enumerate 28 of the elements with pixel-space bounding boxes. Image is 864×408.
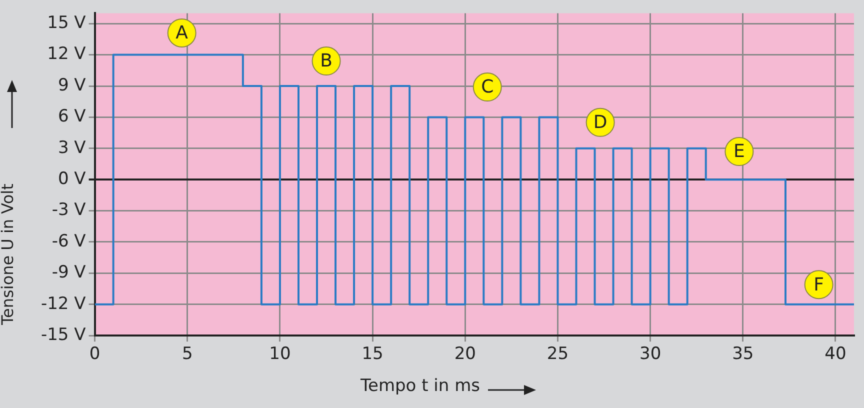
y-tick-label: 3 V	[58, 138, 86, 158]
y-tick-label: -12 V	[40, 294, 86, 314]
annotation: F	[814, 274, 824, 296]
y-tick-label: 15 V	[47, 13, 86, 34]
x-tick-label: 10	[269, 344, 291, 364]
y-tick-label: 9 V	[58, 75, 86, 96]
x-axis-title: Tempo t in ms	[360, 376, 480, 396]
annotation: B	[320, 50, 332, 72]
x-tick-label: 20	[454, 344, 476, 364]
x-tick-label: 0	[89, 344, 100, 364]
y-tick-label: -3 V	[52, 200, 86, 220]
x-tick-label: 40	[824, 344, 846, 364]
annotation: D	[593, 112, 608, 134]
y-tick-label: -15 V	[40, 325, 86, 346]
y-tick-label: 12 V	[47, 44, 86, 64]
y-tick-label: -6 V	[52, 231, 86, 252]
y-axis-title: Tensione U in Volt	[0, 182, 18, 325]
annotation: E	[734, 141, 745, 162]
y-tick-label: 0 V	[58, 169, 86, 190]
annotation: A	[176, 22, 189, 44]
y-tick-label: 6 V	[58, 106, 86, 127]
x-tick-label: 15	[362, 344, 384, 364]
x-tick-label: 30	[639, 344, 662, 364]
x-tick-label: 5	[182, 344, 193, 364]
x-tick-label: 25	[546, 344, 569, 364]
y-tick-label: -9 V	[52, 262, 86, 283]
annotation: C	[481, 76, 494, 98]
x-tick-label: 35	[732, 344, 754, 364]
